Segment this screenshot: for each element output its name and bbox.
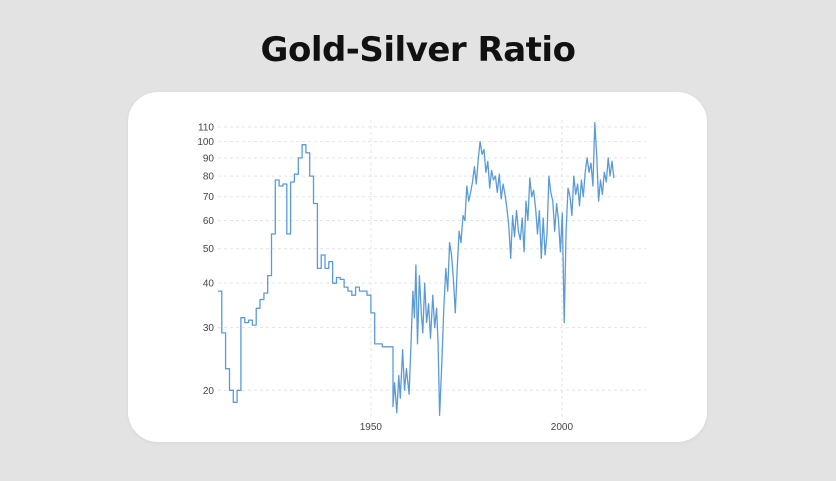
y-tick-label: 70 [203, 192, 215, 203]
y-tick-label: 80 [203, 172, 215, 183]
y-tick-label: 20 [203, 386, 215, 397]
x-tick-label: 2000 [551, 422, 574, 433]
y-tick-label: 40 [203, 279, 215, 290]
gold-silver-ratio-chart: 20 30 40 50 60 70 80 90 100 110 1950 2000 [197, 120, 646, 433]
ratio-series-line [218, 122, 615, 417]
chart-axes: 20 30 40 50 60 70 80 90 100 110 1950 2000 [197, 122, 573, 433]
y-tick-label: 90 [203, 153, 215, 164]
chart-series [218, 122, 615, 417]
y-tick-label: 110 [198, 122, 214, 133]
chart-card: 20 30 40 50 60 70 80 90 100 110 1950 2000 [128, 92, 707, 442]
y-tick-label: 100 [197, 137, 214, 148]
y-tick-label: 50 [203, 244, 215, 255]
y-tick-label: 30 [203, 323, 215, 334]
chart-grid [218, 120, 646, 420]
page-title: Gold-Silver Ratio [260, 30, 576, 70]
y-tick-label: 60 [203, 216, 215, 227]
x-tick-label: 1950 [360, 422, 383, 433]
